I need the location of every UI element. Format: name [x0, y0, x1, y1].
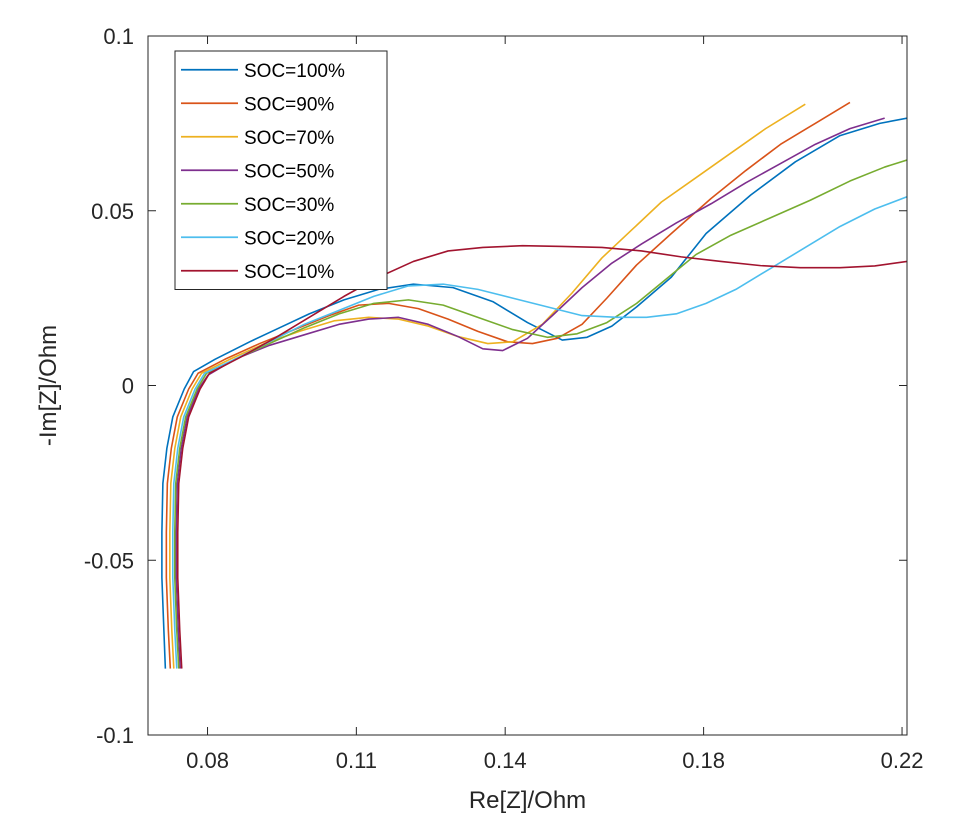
series-layer — [161, 101, 907, 669]
legend-item: SOC=20% — [181, 228, 334, 249]
legend-label: SOC=90% — [244, 94, 334, 115]
legend-item: SOC=90% — [181, 94, 334, 115]
y-tick-label: 0.1 — [103, 24, 134, 49]
legend-label: SOC=70% — [244, 128, 334, 149]
y-tick-label: 0 — [122, 374, 134, 399]
legend-item: SOC=70% — [181, 128, 334, 149]
legend-items: SOC=100% SOC=90% SOC=70% SOC=50% SOC=30% SOC=… — [181, 61, 345, 283]
series-line-5 — [173, 159, 907, 669]
legend-item: SOC=10% — [181, 262, 334, 283]
series-line-7 — [176, 244, 907, 669]
x-axis-label: Re[Z]/Ohm — [469, 787, 586, 814]
legend-item: SOC=50% — [181, 161, 334, 182]
y-tick-label: 0.05 — [91, 199, 134, 224]
legend-label: SOC=30% — [244, 195, 334, 216]
legend-item: SOC=30% — [181, 195, 334, 216]
x-tick-label: 0.18 — [682, 748, 725, 773]
legend-label: SOC=100% — [244, 61, 345, 82]
legend-label: SOC=20% — [244, 228, 334, 249]
series-line-6 — [172, 196, 907, 669]
y-axis-label: -Im[Z]/Ohm — [35, 325, 62, 446]
series-line-4 — [175, 117, 885, 669]
legend: SOC=100% SOC=90% SOC=70% SOC=50% SOC=30% SOC=… — [174, 50, 388, 290]
x-tick-label: 0.11 — [336, 748, 377, 773]
series-line-2 — [165, 101, 851, 669]
x-tick-label: 0.22 — [881, 748, 924, 773]
legend-item: SOC=100% — [181, 61, 345, 82]
x-tick-label: 0.14 — [484, 748, 527, 773]
legend-label: SOC=10% — [244, 262, 334, 283]
y-tick-label: -0.1 — [96, 723, 134, 748]
y-tick-label: -0.05 — [84, 548, 134, 573]
ticks-layer: 0.08 0.11 0.14 0.18 0.22 0.1 0.05 0 -0.05 -0.1 — [84, 24, 924, 773]
legend-label: SOC=50% — [244, 161, 334, 182]
series-line-1 — [161, 117, 907, 669]
x-tick-label: 0.08 — [186, 748, 229, 773]
